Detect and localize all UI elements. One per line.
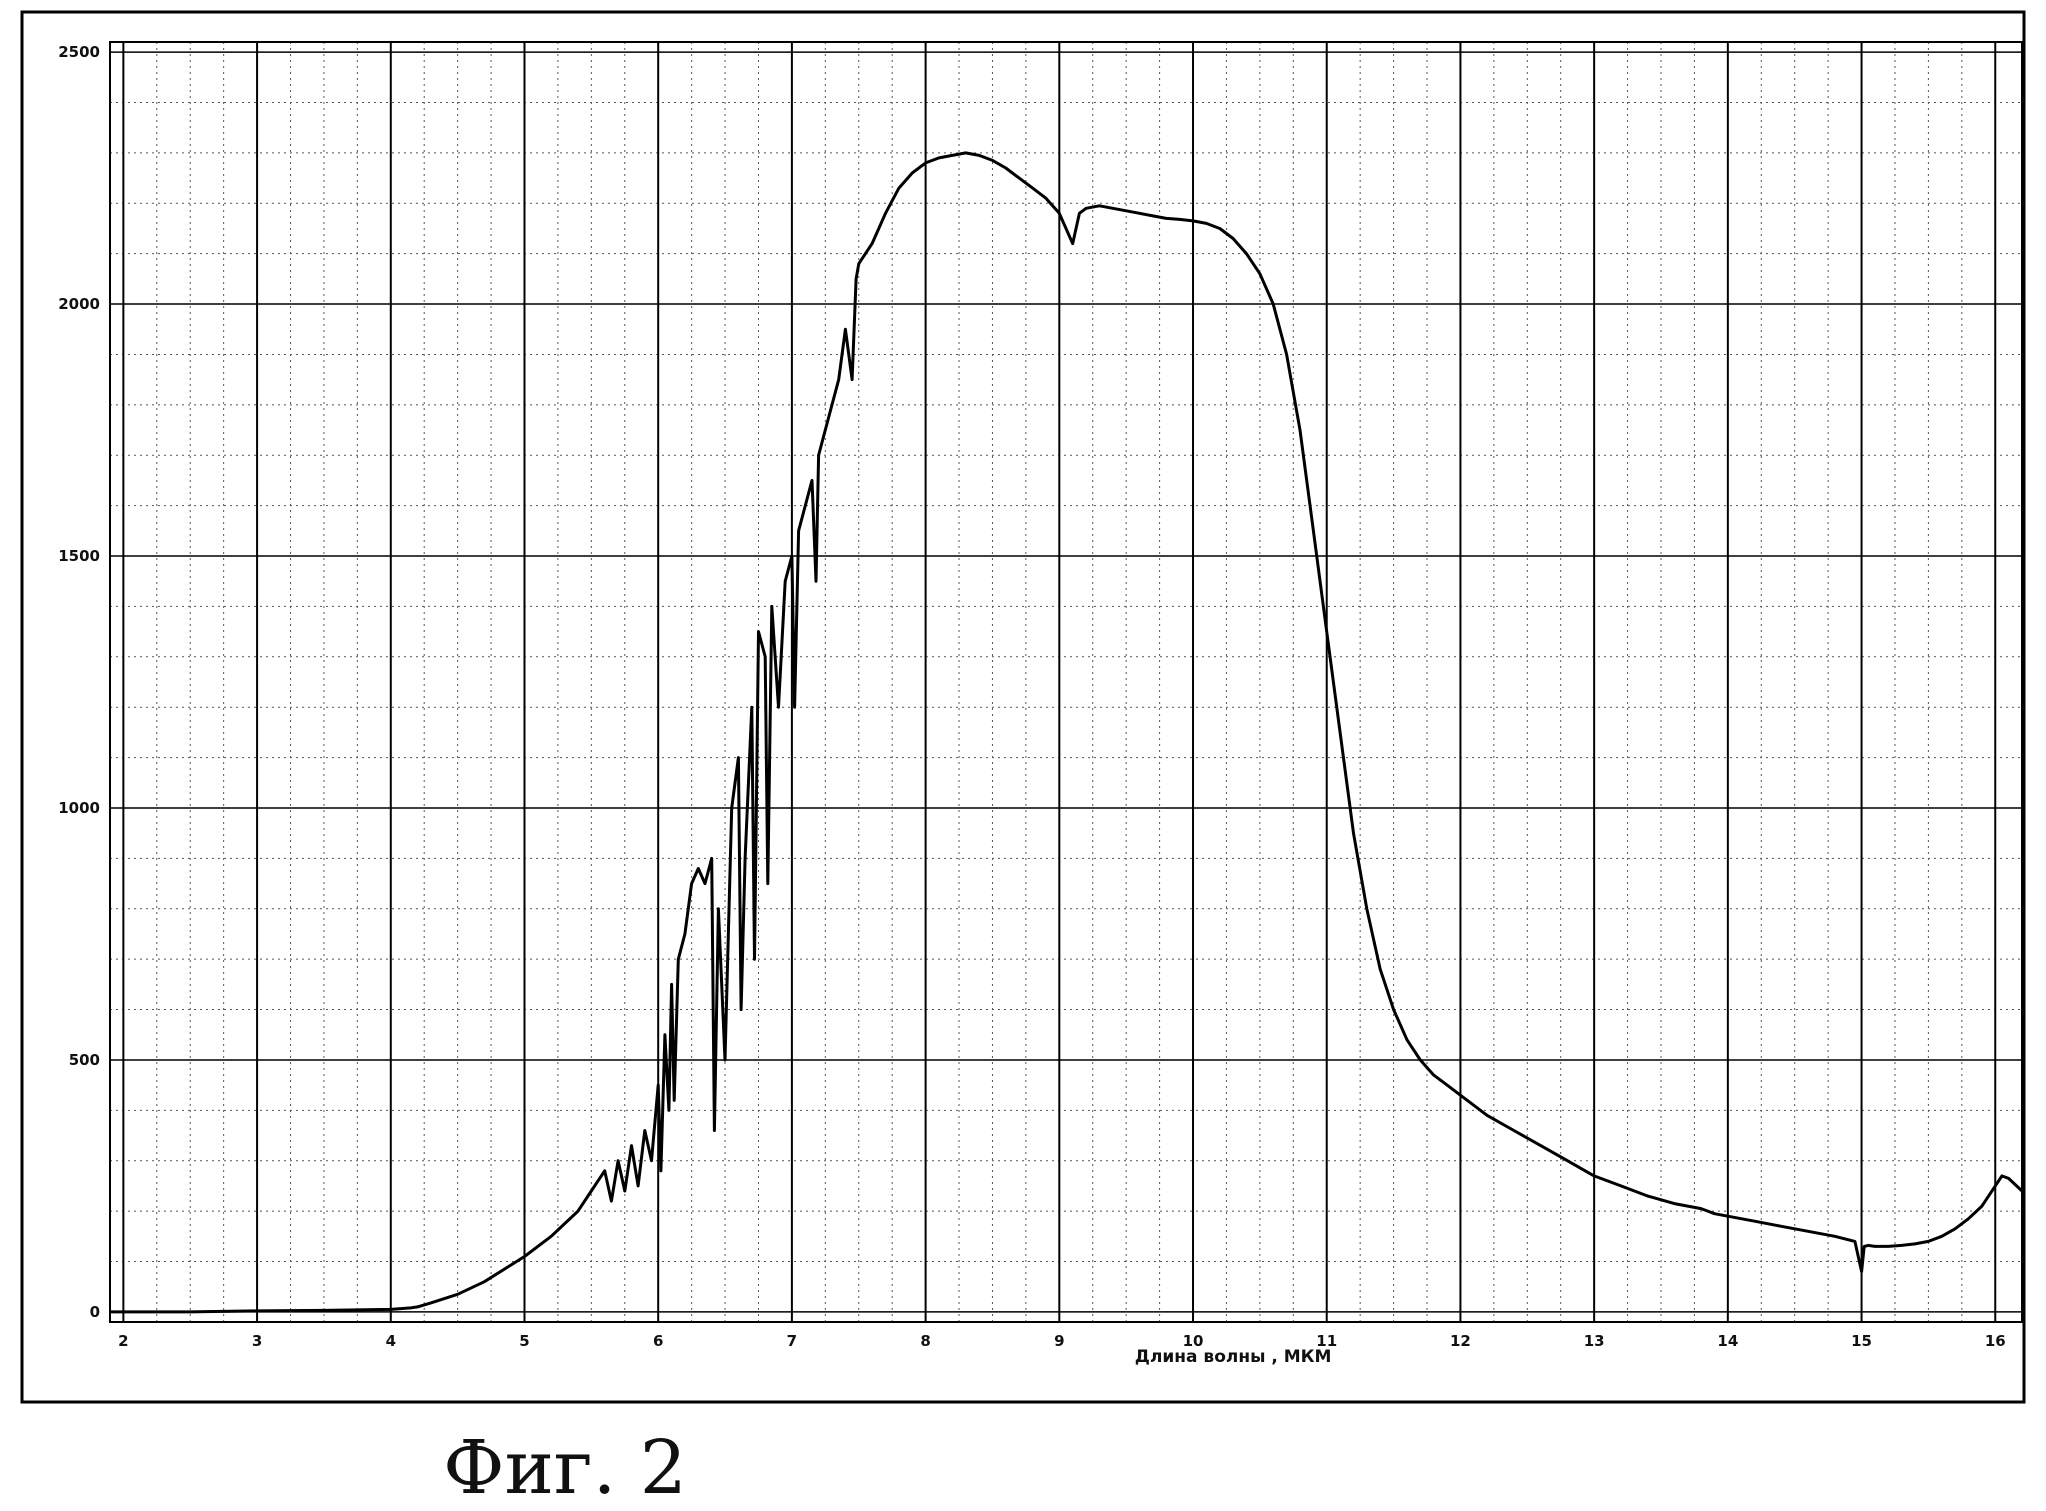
y-tick-label: 1000 (58, 799, 100, 817)
x-tick-label: 7 (787, 1332, 797, 1350)
y-tick-label: 2500 (58, 43, 100, 61)
x-tick-label: 12 (1450, 1332, 1471, 1350)
x-tick-label: 5 (519, 1332, 529, 1350)
x-tick-label: 13 (1584, 1332, 1605, 1350)
x-axis-ticks: 2345678910111213141516 (118, 1332, 2006, 1350)
plot-area-border (110, 42, 2022, 1322)
grid (110, 42, 2022, 1322)
y-axis-ticks: 0 500 1000 1500 2000 2500 (58, 43, 100, 1321)
x-tick-label: 8 (920, 1332, 930, 1350)
x-tick-label: 2 (118, 1332, 128, 1350)
y-tick-label: 500 (69, 1051, 100, 1069)
y-tick-label: 0 (90, 1303, 100, 1321)
spectrum-series-line (110, 153, 2022, 1312)
x-axis-label: Длина волны , МКМ (1135, 1347, 1332, 1367)
x-tick-label: 15 (1851, 1332, 1872, 1350)
x-tick-label: 6 (653, 1332, 663, 1350)
x-tick-label: 14 (1717, 1332, 1738, 1350)
figure-caption: Фиг. 2 (0, 1425, 1130, 1511)
x-tick-label: 16 (1985, 1332, 2006, 1350)
y-tick-label: 2000 (58, 295, 100, 313)
y-tick-label: 1500 (58, 547, 100, 565)
x-tick-label: 9 (1054, 1332, 1064, 1350)
x-tick-label: 4 (386, 1332, 396, 1350)
x-tick-label: 3 (252, 1332, 262, 1350)
